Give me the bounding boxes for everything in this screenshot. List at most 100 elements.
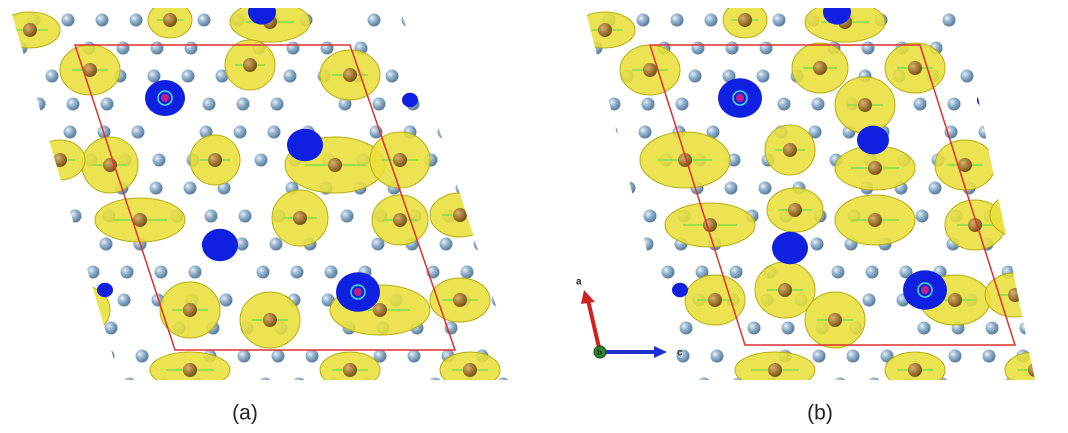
atom [625,294,638,307]
atom [1016,98,1029,111]
density-lobe [990,193,1050,237]
atom [868,378,881,391]
atom [986,322,999,335]
atom [725,182,738,195]
atom [832,266,845,279]
atom [587,70,600,83]
atom [862,42,875,55]
atom [16,294,29,307]
atom [711,350,724,363]
atom [67,98,80,111]
atom [368,14,381,27]
atom [50,294,63,307]
atom [393,213,407,227]
atom [493,154,506,167]
density-lobe-negative [857,126,889,155]
atom [133,213,147,227]
atom [643,63,657,77]
atom [1063,70,1068,83]
atom [393,153,407,167]
atom [535,14,548,27]
atom [511,210,524,223]
atom [271,98,284,111]
atom [203,98,216,111]
atom [32,238,45,251]
atom [73,303,87,317]
atom [495,266,508,279]
density-lobe-negative [977,93,993,107]
atom [121,266,134,279]
atom [916,210,929,223]
atom [184,182,197,195]
density-lobe-negative [97,283,113,297]
atom [183,363,197,377]
atom [64,126,77,139]
atom [664,378,677,391]
atom [270,238,283,251]
atom [705,14,718,27]
atom [605,126,618,139]
atom [555,182,568,195]
atom [1038,378,1051,391]
atom [610,210,623,223]
atom [736,94,744,102]
atom [130,14,143,27]
atom [1047,126,1060,139]
structure-a [0,0,646,391]
atom [979,126,992,139]
atom [858,98,872,112]
atom [459,154,472,167]
atom [325,266,338,279]
atom [291,266,304,279]
atom [783,143,797,157]
atom [457,42,470,55]
atom [773,14,786,27]
atom [257,266,270,279]
atom [237,98,250,111]
atom [19,266,32,279]
atom [306,350,319,363]
atom [908,363,922,377]
atom [641,238,654,251]
atom [537,126,550,139]
atom [263,313,277,327]
density-lobe-negative [823,0,851,25]
atom [436,14,449,27]
atom [259,378,272,391]
atom [918,322,931,335]
atom [14,182,27,195]
atom [205,210,218,223]
atom [151,42,164,55]
atom [373,303,387,317]
atom [977,14,990,27]
atom [150,182,163,195]
atom [522,70,535,83]
atom [594,266,607,279]
atom [454,70,467,83]
atom [813,350,826,363]
axis-label: b [597,348,602,357]
atom [597,266,610,279]
atom [343,363,357,377]
atom [868,213,882,227]
atom [386,70,399,83]
atom [453,293,467,307]
atom [343,68,357,82]
atom [1,210,14,223]
atom [123,378,136,391]
atom [255,154,268,167]
atom [689,70,702,83]
atom [592,154,605,167]
atom [547,322,560,335]
atom [768,363,782,377]
atom [612,322,625,335]
axis-label: c [677,348,683,359]
atom [760,42,773,55]
atom [37,322,50,335]
atom [472,126,485,139]
atom [961,70,974,83]
atom [100,238,113,251]
atom [908,61,922,75]
atom [544,350,557,363]
atom [983,350,996,363]
